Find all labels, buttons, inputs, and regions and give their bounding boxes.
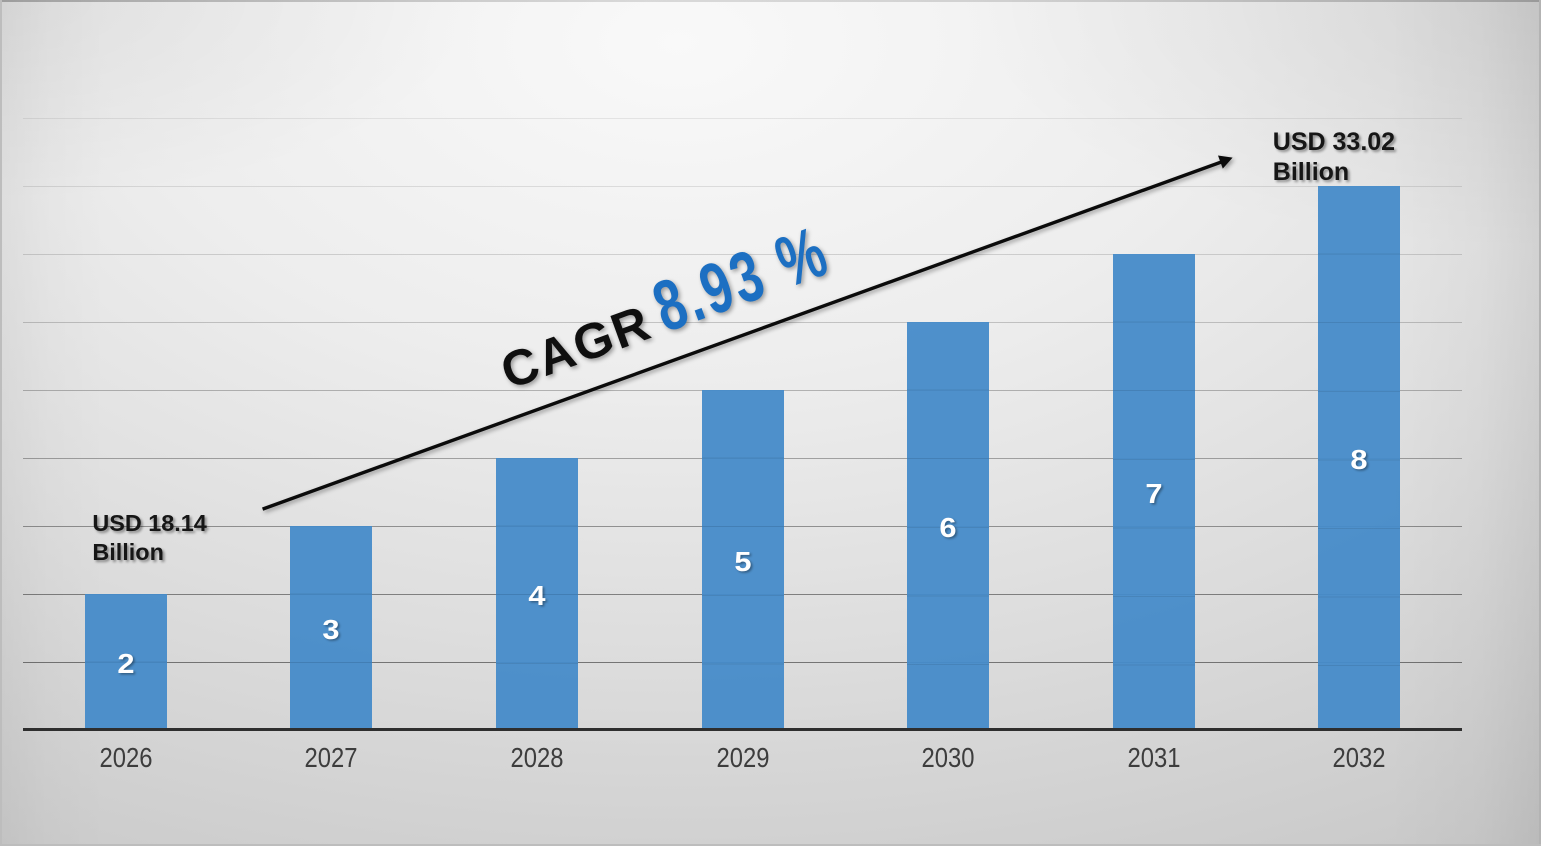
svg-text:8.93 %: 8.93 % xyxy=(643,211,839,348)
svg-text:CAGR: CAGR xyxy=(494,294,659,400)
